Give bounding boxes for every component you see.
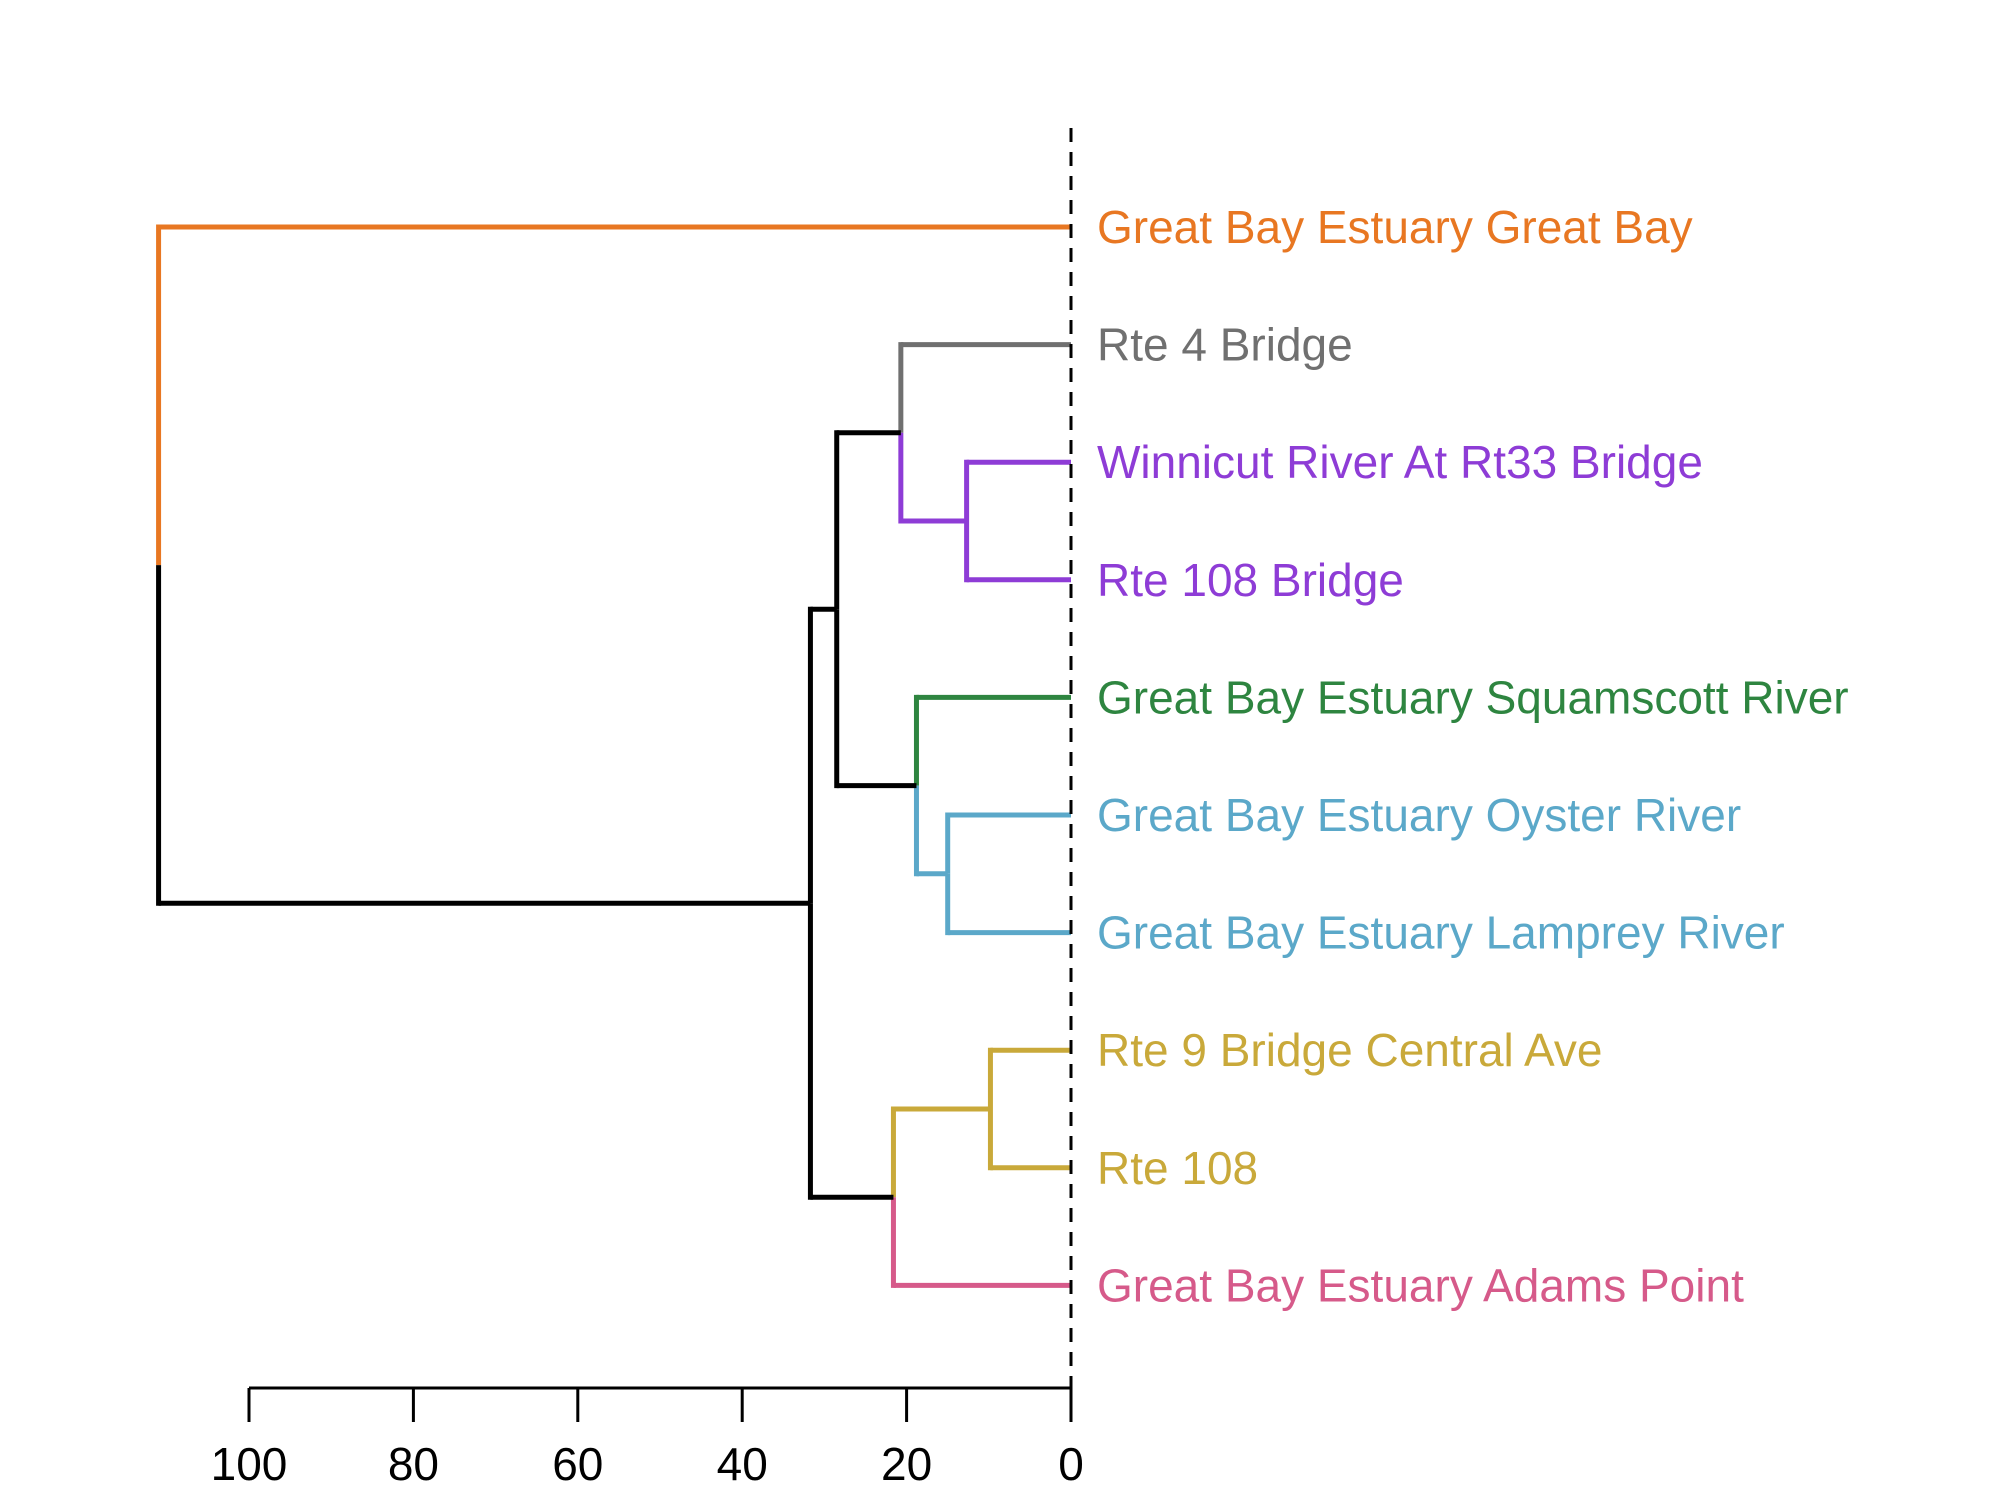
x-tick-label: 20 [881,1438,932,1490]
x-tick-label: 60 [552,1438,603,1490]
leaf-label: Winnicut River At Rt33 Bridge [1097,436,1703,488]
x-tick-label: 100 [211,1438,288,1490]
leaf-label: Great Bay Estuary Great Bay [1097,201,1693,253]
leaf-label: Great Bay Estuary Lamprey River [1097,907,1785,959]
dendrogram-branches [156,224,1071,1288]
x-axis: 100 80 60 40 20 0 [211,1386,1084,1490]
leaf-label: Rte 108 Bridge [1097,554,1404,606]
leaf-label: Rte 108 [1097,1142,1258,1194]
leaf-label: Rte 4 Bridge [1097,319,1353,371]
x-tick-label: 0 [1058,1438,1084,1490]
leaf-label: Great Bay Estuary Squamscott River [1097,671,1849,723]
leaf-label: Great Bay Estuary Adams Point [1097,1259,1744,1311]
x-tick-label: 40 [717,1438,768,1490]
leaf-label: Great Bay Estuary Oyster River [1097,789,1741,841]
x-axis-ticks: 100 80 60 40 20 0 [211,1388,1084,1490]
x-tick-label: 80 [388,1438,439,1490]
leaf-labels: Great Bay Estuary Great Bay Rte 4 Bridge W… [1097,201,1849,1311]
leaf-label: Rte 9 Bridge Central Ave [1097,1024,1602,1076]
